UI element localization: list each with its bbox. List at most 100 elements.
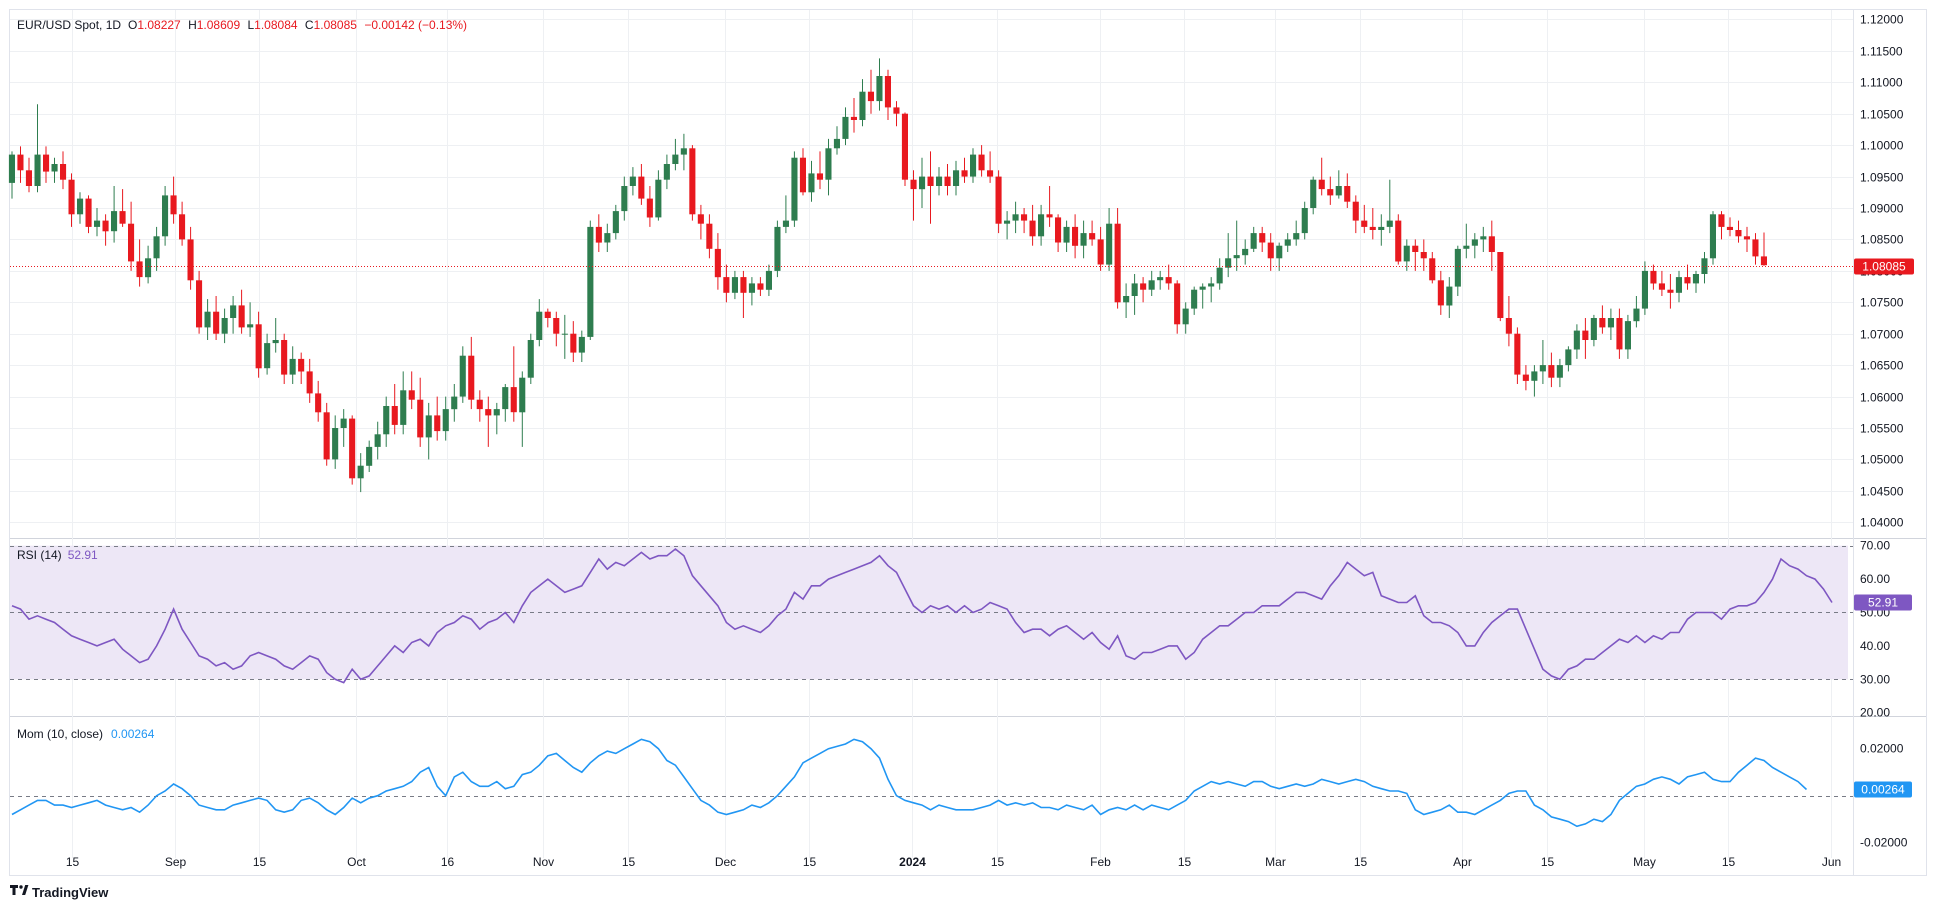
candle[interactable] xyxy=(629,167,636,196)
candle[interactable] xyxy=(281,333,288,384)
candle[interactable] xyxy=(910,170,917,221)
candle[interactable] xyxy=(774,220,781,278)
candle[interactable] xyxy=(85,195,92,234)
candle[interactable] xyxy=(1267,233,1274,271)
candle[interactable] xyxy=(765,264,772,296)
candle[interactable] xyxy=(340,409,347,447)
candle[interactable] xyxy=(1327,176,1334,205)
candle[interactable] xyxy=(306,358,313,403)
candle[interactable] xyxy=(587,220,594,340)
candle[interactable] xyxy=(391,384,398,435)
candle[interactable] xyxy=(527,333,534,384)
rsi-pane[interactable] xyxy=(10,545,1853,684)
candle[interactable] xyxy=(1208,277,1215,303)
candle[interactable] xyxy=(663,154,670,190)
candle[interactable] xyxy=(25,157,32,193)
candle[interactable] xyxy=(1259,226,1266,252)
candle[interactable] xyxy=(1038,204,1045,246)
candle[interactable] xyxy=(1123,283,1130,318)
candle[interactable] xyxy=(213,296,220,340)
candle[interactable] xyxy=(264,333,271,375)
candle[interactable] xyxy=(1072,214,1079,259)
candle[interactable] xyxy=(1012,201,1019,234)
candle[interactable] xyxy=(884,69,891,120)
candle[interactable] xyxy=(1514,327,1521,384)
candle[interactable] xyxy=(1590,314,1597,347)
candle[interactable] xyxy=(510,346,517,422)
candle[interactable] xyxy=(1191,286,1198,315)
candle[interactable] xyxy=(170,176,177,224)
candle[interactable] xyxy=(1463,223,1470,259)
candle[interactable] xyxy=(816,151,823,190)
candle[interactable] xyxy=(1046,186,1053,227)
candle[interactable] xyxy=(374,421,381,460)
candle[interactable] xyxy=(34,104,41,193)
candle[interactable] xyxy=(893,101,900,127)
tradingview-logo[interactable]: TradingView xyxy=(10,885,109,900)
candle[interactable] xyxy=(332,415,339,469)
candle[interactable] xyxy=(357,453,364,493)
candle[interactable] xyxy=(1395,214,1402,265)
candle[interactable] xyxy=(1633,296,1640,328)
time-axis[interactable]: 15 Sep 15 Oct 16 Nov 15 Dec 15 2024 15 Feb 15 Mar 15 Ap… xyxy=(66,855,1841,869)
candle[interactable] xyxy=(366,440,373,472)
candle[interactable] xyxy=(808,160,815,202)
candle[interactable] xyxy=(1522,365,1529,391)
candle[interactable] xyxy=(60,151,67,190)
candle[interactable] xyxy=(850,98,857,133)
candle[interactable] xyxy=(459,346,466,403)
candle[interactable] xyxy=(570,321,577,362)
candle[interactable] xyxy=(1692,270,1699,293)
candle[interactable] xyxy=(1599,305,1606,334)
candle[interactable] xyxy=(723,264,730,303)
candle[interactable] xyxy=(485,396,492,447)
candle[interactable] xyxy=(612,204,619,240)
candle[interactable] xyxy=(1378,214,1385,246)
candle[interactable] xyxy=(1437,270,1444,315)
candle[interactable] xyxy=(323,402,330,466)
candle[interactable] xyxy=(1352,195,1359,234)
candle[interactable] xyxy=(1335,170,1342,199)
candle[interactable] xyxy=(1701,252,1708,284)
candle[interactable] xyxy=(876,58,883,111)
candle[interactable] xyxy=(68,173,75,227)
candle[interactable] xyxy=(714,233,721,290)
candle[interactable] xyxy=(953,160,960,196)
candle[interactable] xyxy=(408,371,415,410)
candle[interactable] xyxy=(791,151,798,227)
candle[interactable] xyxy=(1624,314,1631,359)
candle[interactable] xyxy=(8,151,15,199)
candle[interactable] xyxy=(867,69,874,114)
candle[interactable] xyxy=(145,245,152,284)
momentum-pane[interactable] xyxy=(10,738,1853,828)
candle[interactable] xyxy=(578,330,585,362)
candle[interactable] xyxy=(1216,258,1223,290)
candle[interactable] xyxy=(519,371,526,447)
candle[interactable] xyxy=(1548,352,1555,388)
candle[interactable] xyxy=(1344,173,1351,208)
candle[interactable] xyxy=(289,346,296,384)
candle[interactable] xyxy=(1097,226,1104,271)
price-axis[interactable]: 1.12000 1.11500 1.11000 1.10500 1.10000 1.095… xyxy=(10,13,1914,530)
candle[interactable] xyxy=(1386,179,1393,234)
candle[interactable] xyxy=(1284,233,1291,252)
candle[interactable] xyxy=(119,189,126,227)
candle[interactable] xyxy=(468,336,475,410)
candle[interactable] xyxy=(936,167,943,196)
candle[interactable] xyxy=(1446,277,1453,318)
candle[interactable] xyxy=(970,148,977,183)
candle[interactable] xyxy=(740,270,747,318)
candle[interactable] xyxy=(1616,308,1623,359)
candle[interactable] xyxy=(17,146,24,183)
candle[interactable] xyxy=(1403,239,1410,271)
candle[interactable] xyxy=(782,195,789,234)
candle[interactable] xyxy=(1539,340,1546,384)
candle[interactable] xyxy=(672,138,679,171)
candle[interactable] xyxy=(1718,211,1725,240)
candle[interactable] xyxy=(434,396,441,441)
candle[interactable] xyxy=(825,138,832,196)
candle[interactable] xyxy=(476,390,483,422)
candle[interactable] xyxy=(680,133,687,171)
candle[interactable] xyxy=(1318,157,1325,196)
candle[interactable] xyxy=(425,402,432,460)
